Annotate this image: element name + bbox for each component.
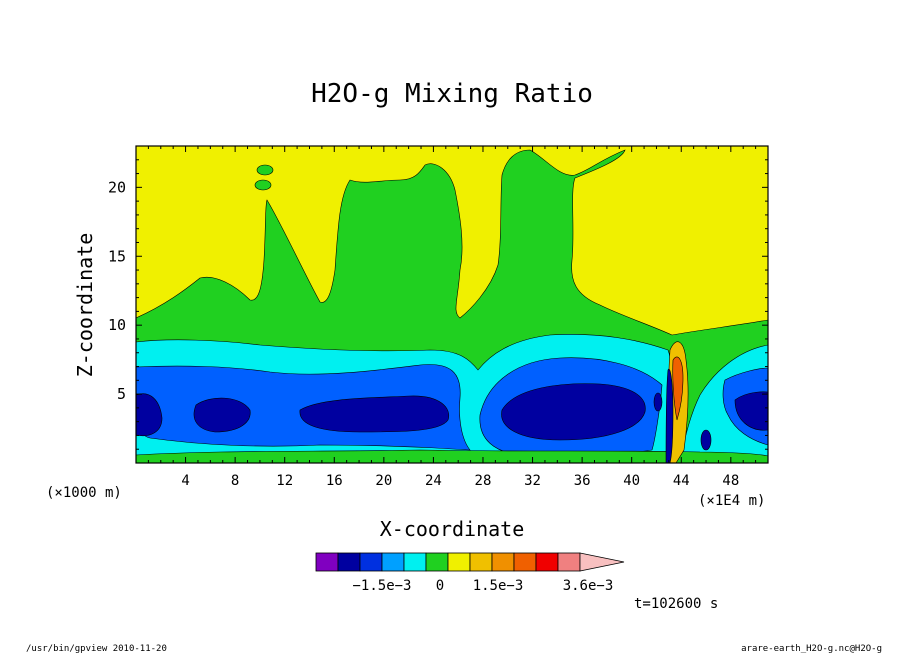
field-surface-strip xyxy=(136,449,768,463)
x-unit-label-right: (×1E4 m) xyxy=(698,493,765,509)
field-green-blob xyxy=(254,179,272,191)
colorbar-cell xyxy=(469,552,493,572)
x-tick-label: 48 xyxy=(722,473,739,489)
x-tick-label: 24 xyxy=(425,473,442,489)
contour-field xyxy=(136,146,768,463)
y-tick-label: 10 xyxy=(108,316,126,334)
colorbar-cell xyxy=(359,552,383,572)
colorbar-cell xyxy=(315,552,339,572)
colorbar xyxy=(315,552,625,572)
x-tick-label: 20 xyxy=(375,473,392,489)
field-darkblue-core xyxy=(653,392,663,412)
x-tick-label: 32 xyxy=(524,473,541,489)
colorbar-tick-label: 0 xyxy=(436,578,444,594)
y-tick-label: 5 xyxy=(117,385,126,403)
colorbar-tick-label: 3.6e−3 xyxy=(563,578,614,594)
x-tick-label: 12 xyxy=(276,473,293,489)
colorbar-cell xyxy=(557,552,581,572)
y-axis-label: Z-coordinate xyxy=(73,233,97,378)
chart-title: H2O-g Mixing Ratio xyxy=(311,79,593,109)
x-tick-label: 8 xyxy=(231,473,239,489)
field-darkblue-core xyxy=(734,391,768,431)
field-darkblue-core xyxy=(299,395,450,433)
colorbar-ticks: −1.5e−3 0 1.5e−3 3.6e−3 xyxy=(352,578,613,594)
colorbar-cell xyxy=(381,552,405,572)
colorbar-tick-label: −1.5e−3 xyxy=(352,578,411,594)
colorbar-cell xyxy=(403,552,427,572)
field-darkblue-core xyxy=(501,383,646,441)
plot-frame xyxy=(135,145,769,464)
colorbar-cell xyxy=(337,552,361,572)
x-tick-label: 36 xyxy=(574,473,591,489)
x-tick-label: 16 xyxy=(326,473,343,489)
field-updraft-dark xyxy=(665,368,674,463)
footer-left: /usr/bin/gpview 2010-11-20 xyxy=(26,644,167,654)
colorbar-cell xyxy=(535,552,559,572)
y-tick-label: 15 xyxy=(108,247,126,265)
x-tick-label: 4 xyxy=(181,473,189,489)
colorbar-cell xyxy=(513,552,537,572)
x-tick-label: 44 xyxy=(673,473,690,489)
x-unit-label: (×1000 m) xyxy=(46,485,122,501)
field-darkblue-core xyxy=(700,429,712,451)
field-darkblue-core xyxy=(193,397,251,433)
time-label: t=102600 s xyxy=(634,596,718,612)
colorbar-tick-label: 1.5e−3 xyxy=(473,578,524,594)
x-axis-label: X-coordinate xyxy=(380,517,525,541)
field-updraft-red xyxy=(672,356,684,421)
y-axis: 5 10 15 20 xyxy=(108,159,768,450)
colorbar-cell xyxy=(447,552,471,572)
colorbar-cell xyxy=(425,552,449,572)
colorbar-cell xyxy=(491,552,515,572)
y-tick-label: 20 xyxy=(108,178,126,196)
x-tick-label: 40 xyxy=(623,473,640,489)
colorbar-arrow xyxy=(579,552,625,572)
x-tick-label: 28 xyxy=(475,473,492,489)
footer-right: arare-earth_H2O-g.nc@H2O-g xyxy=(741,644,882,654)
field-green-blob xyxy=(256,164,274,176)
x-axis: 4 8 12 16 20 24 28 32 36 40 44 48 xyxy=(147,146,757,489)
field-darkblue-core xyxy=(136,393,163,437)
